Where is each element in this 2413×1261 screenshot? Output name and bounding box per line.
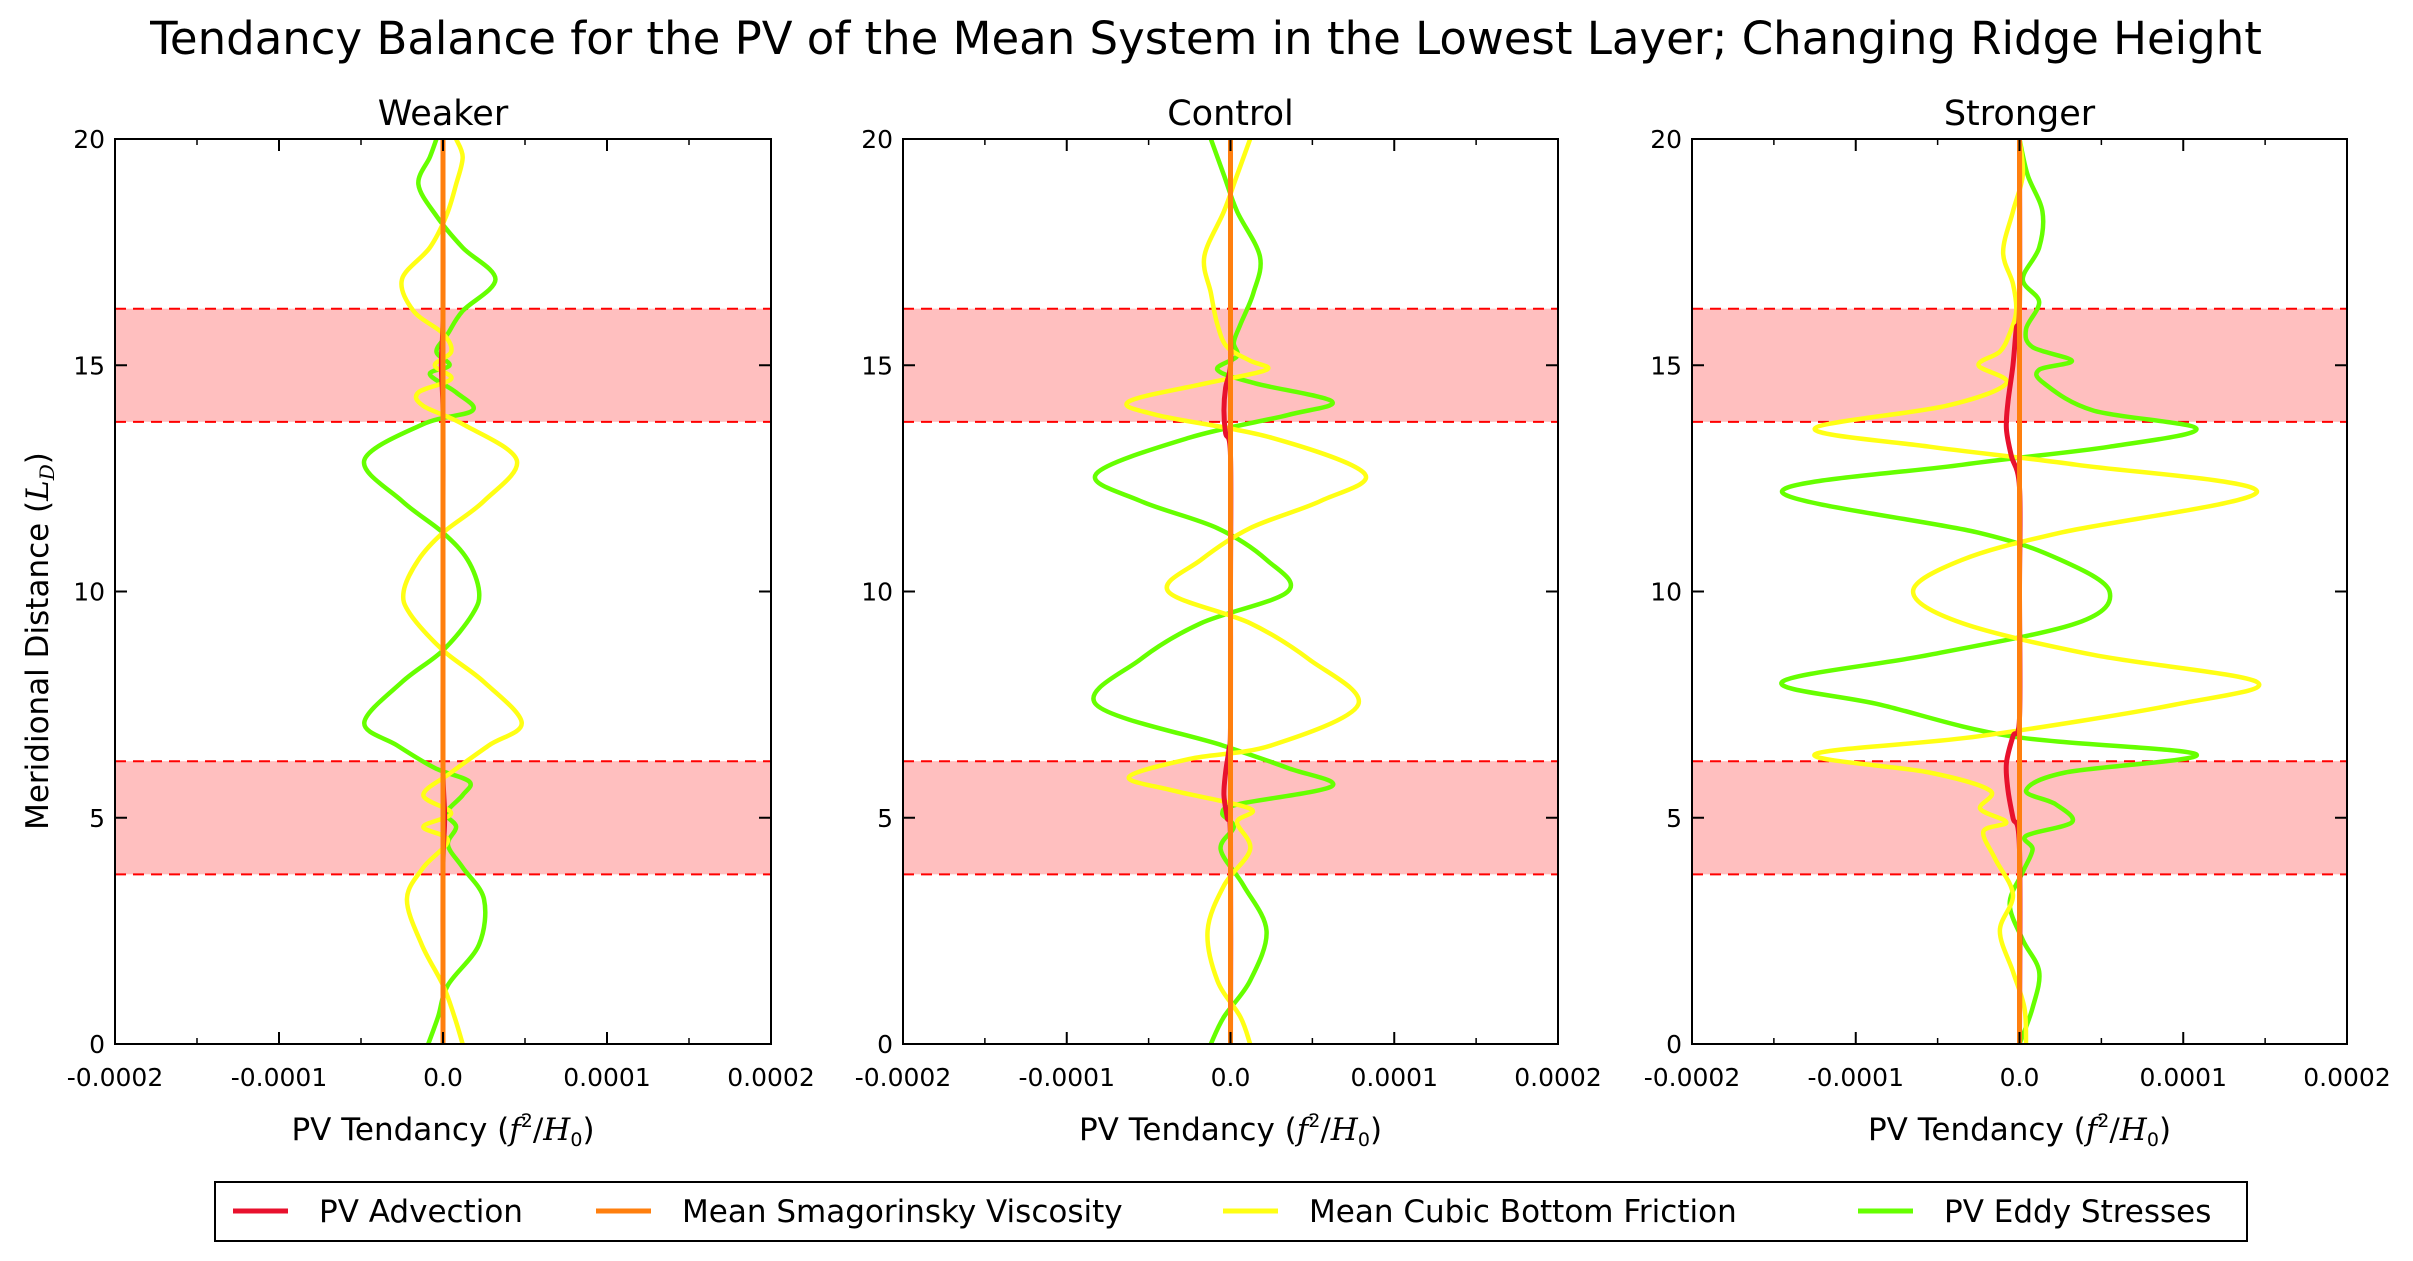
x-tick-label: 0.0002 [1514,1063,1601,1092]
legend-label-eddy: PV Eddy Stresses [1944,1194,2211,1230]
series-line-eddy [362,139,498,1044]
x-tick-label: 0.0 [2000,1063,2040,1092]
series-line-fric [399,139,524,1044]
panel-title: Control [1167,94,1294,134]
series-line-fric [1124,139,1369,1044]
y-tick-label: 0 [89,1030,105,1059]
series-line-eddy [1779,139,2199,1044]
y-tick-label: 20 [73,125,105,154]
x-axis-label: PV Tendancy (f2/H0) [291,1110,594,1151]
y-tick-label: 5 [1666,804,1682,833]
y-tick-label: 15 [1650,351,1682,380]
y-tick-label: 15 [861,351,893,380]
y-tick-label: 10 [73,578,105,607]
x-axis-label: PV Tendancy (f2/H0) [1079,1110,1382,1151]
x-tick-label: 0.0001 [1351,1063,1438,1092]
panel-control: -0.0002 -0.0001 0.0 0.0001 0.0002 0 5 10 15 20 Con… [855,94,1602,1151]
panel-stronger: -0.0002 -0.0001 0.0 0.0001 0.0002 0 5 10 15 20 Str… [1644,94,2391,1151]
x-tick-label: -0.0002 [67,1063,164,1092]
x-tick-label: 0.0 [1211,1063,1251,1092]
legend-label-adv: PV Advection [319,1194,523,1230]
y-tick-label: 10 [861,578,893,607]
y-tick-label: 10 [1650,578,1682,607]
legend-label-visc: Mean Smagorinsky Viscosity [682,1194,1123,1230]
x-tick-label: 0.0002 [727,1063,814,1092]
x-tick-label: -0.0001 [1808,1063,1905,1092]
y-tick-label: 5 [89,804,105,833]
x-tick-label: -0.0002 [855,1063,952,1092]
x-tick-label: 0.0001 [563,1063,650,1092]
y-tick-label: 20 [1650,125,1682,154]
x-tick-label: 0.0001 [2140,1063,2227,1092]
x-tick-label: -0.0002 [1644,1063,1741,1092]
x-axis-label: PV Tendancy (f2/H0) [1868,1110,2171,1151]
panel-title: Weaker [378,94,509,134]
figure-title: Tendancy Balance for the PV of the Mean … [149,12,2262,65]
legend: PV Advection Mean Smagorinsky Viscosity Me… [214,1181,2248,1242]
panel-title: Stronger [1944,94,2096,134]
y-tick-label: 5 [877,804,893,833]
y-tick-label: 20 [861,125,893,154]
panel-weaker: -0.0002 -0.0001 0.0 0.0001 0.0002 0 5 10 15 20 Wea… [67,94,815,1151]
legend-label-fric: Mean Cubic Bottom Friction [1309,1194,1737,1230]
x-tick-label: -0.0001 [1019,1063,1116,1092]
y-tick-label: 0 [877,1030,893,1059]
series-line-fric [1812,139,2262,1044]
y-tick-label: 0 [1666,1030,1682,1059]
x-tick-label: -0.0001 [231,1063,328,1092]
y-axis-label: Meridional Distance (LD) [20,452,59,830]
y-tick-label: 15 [73,351,105,380]
x-tick-label: 0.0 [423,1063,463,1092]
x-tick-label: 0.0002 [2303,1063,2390,1092]
